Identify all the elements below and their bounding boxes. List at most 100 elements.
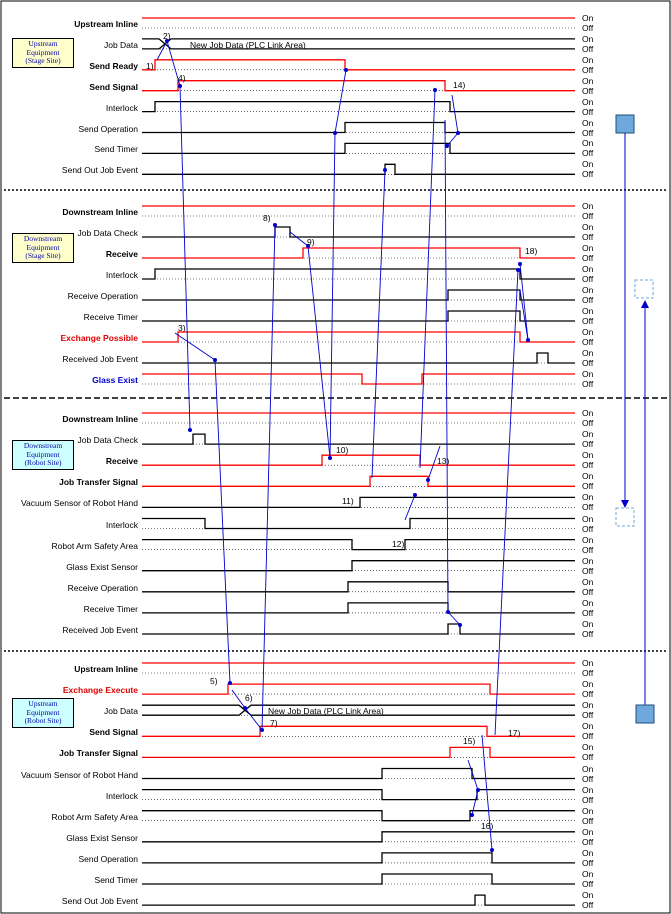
arrow-head — [426, 478, 430, 482]
causal-arrow — [371, 169, 386, 479]
off-label: Off — [582, 629, 594, 639]
step-marker: 16) — [481, 821, 494, 831]
step-marker: 9) — [307, 237, 315, 247]
causal-arrow — [329, 132, 336, 459]
signal-label: Job Data — [103, 39, 138, 50]
section-title-line: (Robot Site) — [24, 458, 62, 467]
signal-wave — [142, 433, 575, 445]
signal-wave — [142, 767, 575, 780]
step-marker: 10) — [336, 445, 349, 455]
off-label: Off — [582, 211, 594, 221]
causal-arrow — [519, 263, 529, 341]
on-label: On — [582, 784, 594, 795]
off-label: Off — [582, 668, 594, 678]
on-label: On — [582, 429, 594, 440]
on-label: On — [582, 534, 594, 545]
off-label: Off — [582, 731, 594, 742]
causal-arrow — [334, 69, 347, 134]
signal-label: Send Ready — [89, 60, 138, 71]
signal-label: Send Timer — [94, 875, 138, 885]
off-label: Off — [582, 127, 594, 138]
causal-arrow — [446, 132, 459, 147]
off-label: Off — [582, 900, 594, 911]
off-label: Off — [582, 274, 594, 284]
signal-wave — [142, 683, 575, 695]
on-label: On — [582, 222, 594, 232]
causal-arrow — [179, 85, 191, 431]
causal-arrow — [231, 689, 246, 709]
section-title-box: Upstream Equipment (Robot Site) — [12, 698, 74, 728]
signal-label: Job Transfer Signal — [59, 748, 138, 759]
signal-label: Exchange Execute — [62, 685, 138, 696]
signal-wave — [142, 496, 575, 509]
step-marker: 1) — [146, 61, 154, 71]
off-label: Off — [582, 418, 594, 428]
on-label: On — [582, 201, 594, 211]
section-title-line: (Stage Site) — [25, 251, 61, 260]
on-label: On — [582, 847, 594, 858]
signal-label: Send Signal — [89, 727, 138, 738]
signal-wave — [142, 163, 575, 175]
signal-label: Upstream Inline — [74, 664, 138, 674]
on-label: On — [582, 75, 594, 86]
on-label: On — [582, 327, 594, 337]
signal-label: Job Data Check — [77, 228, 138, 238]
on-label: On — [582, 492, 594, 503]
signal-label: Robot Arm Safety Area — [51, 540, 138, 551]
on-label: On — [582, 264, 594, 274]
on-label: On — [582, 700, 594, 711]
step-marker: 15) — [463, 736, 476, 746]
on-label: On — [582, 285, 594, 295]
on-label: On — [582, 408, 594, 418]
signal-wave — [142, 247, 575, 259]
off-label: Off — [582, 773, 594, 784]
off-label: Off — [582, 337, 594, 347]
signal-label: Interlock — [105, 270, 138, 280]
section-title-line: Upstream — [28, 39, 58, 48]
step-marker: 12) — [392, 539, 405, 549]
signal-label: Downstream Inline — [62, 207, 138, 217]
off-label: Off — [582, 815, 594, 826]
signal-wave — [142, 894, 575, 906]
signal-label: Robot Arm Safety Area — [51, 811, 138, 822]
signal-label: Send Operation — [78, 853, 138, 864]
flow-box-dashed — [634, 279, 654, 299]
signal-wave — [142, 517, 575, 530]
signal-wave — [142, 454, 575, 466]
on-label: On — [582, 597, 594, 608]
causal-arrow — [451, 94, 459, 134]
signal-label: Upstream Inline — [74, 19, 138, 29]
signal-label: Glass Exist Sensor — [66, 561, 138, 572]
off-label: Off — [582, 253, 594, 263]
signal-label: Glass Exist — [92, 375, 138, 385]
off-label: Off — [582, 544, 594, 555]
flow-arrowhead — [621, 500, 629, 508]
off-label: Off — [582, 502, 594, 513]
arrow-head — [228, 681, 232, 685]
causal-arrow — [156, 40, 168, 61]
signal-label: Receive — [105, 249, 138, 259]
arrow-head — [516, 268, 520, 272]
signal-label: Job Transfer Signal — [59, 477, 138, 488]
causal-arrow — [214, 359, 231, 684]
on-label: On — [582, 513, 594, 524]
signal-wave — [142, 560, 575, 572]
job-data-text: New Job Data (PLC Link Area) — [268, 706, 384, 716]
on-label: On — [582, 13, 594, 23]
arrow-head — [433, 88, 437, 92]
step-marker: 6) — [245, 693, 253, 703]
signal-label: Interlock — [105, 519, 138, 530]
signal-wave — [142, 142, 575, 155]
causal-arrow — [467, 759, 479, 791]
section-title-box: Downstream Equipment (Robot Site) — [12, 440, 74, 470]
on-label: On — [582, 138, 594, 149]
section-title-line: Equipment — [26, 707, 60, 717]
on-label: On — [582, 348, 594, 358]
off-label: Off — [582, 64, 594, 75]
arrow-head — [445, 144, 449, 148]
causal-arrow — [471, 789, 479, 816]
signal-label: Receive Timer — [83, 603, 138, 614]
on-label: On — [582, 96, 594, 107]
signal-wave — [142, 310, 575, 322]
signal-wave — [142, 746, 575, 759]
